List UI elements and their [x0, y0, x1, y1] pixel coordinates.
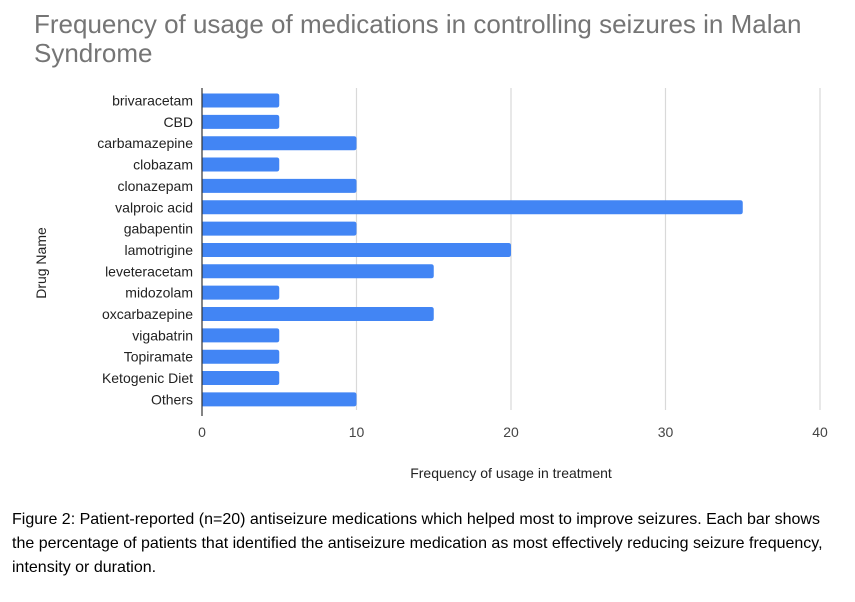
bar [202, 242, 511, 257]
bar [202, 264, 434, 279]
bar [202, 307, 434, 321]
bar [202, 136, 357, 151]
category-labels: brivaracetam CBD carbamazepine clobazam clon… [97, 93, 193, 408]
bar [202, 349, 280, 364]
bar-chart: brivaracetam CBD carbamazepine clobazam clon… [33, 88, 828, 481]
category-label: vigabatrin [132, 327, 193, 343]
figure-caption: Figure 2: Patient-reported (n=20) antise… [12, 511, 823, 576]
x-tick-label: 40 [812, 424, 828, 440]
category-label: CBD [163, 114, 193, 130]
x-tick-label: 30 [658, 424, 674, 440]
category-label: clobazam [133, 157, 193, 173]
category-label: gabapentin [124, 221, 193, 237]
bar [202, 178, 357, 193]
bar [202, 371, 280, 386]
bar [202, 93, 280, 108]
category-label: midozolam [125, 285, 193, 301]
bar [202, 392, 357, 407]
category-label: Ketogenic Diet [102, 370, 193, 386]
category-label: leveteracetam [105, 263, 193, 279]
category-label: oxcarbazepine [102, 306, 193, 322]
x-tick-label: 10 [349, 424, 365, 440]
bar [202, 328, 280, 343]
bar [202, 285, 280, 300]
x-tick-label: 20 [503, 424, 519, 440]
category-label: Others [151, 391, 193, 407]
bar [202, 157, 280, 172]
category-label: clonazepam [118, 178, 194, 194]
category-label: valproic acid [115, 199, 193, 215]
bar [202, 221, 357, 236]
category-label: brivaracetam [112, 93, 193, 109]
chart-title: Frequency of usage of medications in con… [34, 9, 802, 68]
category-label: Topiramate [124, 349, 193, 365]
category-label: lamotrigine [125, 242, 194, 258]
x-tick-label: 0 [198, 424, 206, 440]
bars [202, 93, 743, 407]
x-axis-title: Frequency of usage in treatment [410, 465, 612, 481]
bar [202, 200, 743, 215]
y-axis-title: Drug Name [33, 227, 49, 299]
bar [202, 114, 280, 129]
category-label: carbamazepine [97, 135, 193, 151]
x-tick-labels: 0 10 20 30 40 [198, 424, 828, 440]
